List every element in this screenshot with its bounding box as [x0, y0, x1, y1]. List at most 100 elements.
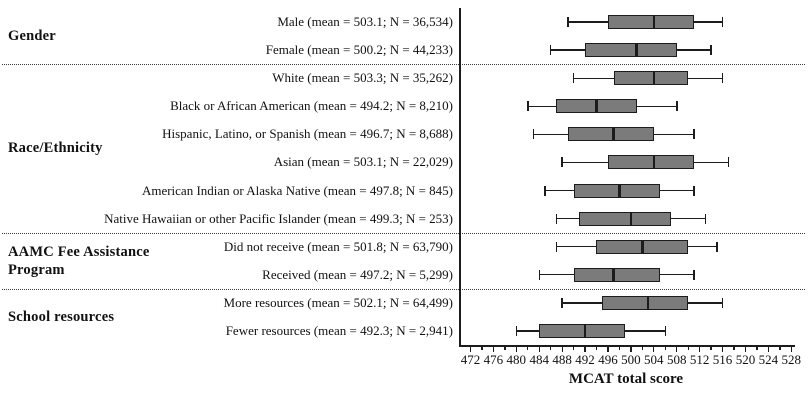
row-label: Black or African American (mean = 494.2;…	[170, 98, 453, 114]
x-tick-label: 488	[552, 352, 572, 368]
x-major-tick	[630, 346, 632, 352]
x-major-tick	[744, 346, 747, 352]
iqr-box	[607, 155, 694, 170]
x-minor-tick	[481, 346, 483, 350]
whisker-cap-low	[544, 185, 546, 196]
x-major-tick	[538, 346, 540, 352]
x-tick-label: 512	[689, 352, 710, 368]
row-label: American Indian or Alaska Native (mean =…	[141, 182, 453, 198]
row-label: More resources (mean = 502.1; N = 64,499…	[223, 294, 453, 310]
x-axis-title: MCAT total score	[568, 371, 684, 387]
x-tick-label: 504	[644, 352, 664, 368]
row-label: Received (mean = 497.2; N = 5,299)	[262, 266, 453, 282]
iqr-box	[573, 183, 660, 198]
median-line	[612, 267, 615, 282]
x-tick-label: 492	[575, 352, 595, 368]
x-tick-label: 484	[529, 352, 549, 368]
group-label: Race/Ethnicity	[8, 140, 103, 157]
median-line	[646, 295, 650, 310]
iqr-box	[567, 127, 654, 142]
iqr-box	[613, 71, 689, 86]
whisker-cap-low	[567, 17, 569, 28]
median-line	[652, 15, 656, 30]
x-tick-label: 520	[735, 352, 756, 368]
whisker-cap-low	[561, 297, 563, 308]
iqr-box	[579, 211, 671, 226]
whisker-cap-high	[710, 45, 712, 56]
row-label: Asian (mean = 503.1; N = 22,029)	[273, 154, 453, 170]
x-major-tick	[584, 346, 586, 352]
x-tick-label: 508	[666, 352, 687, 368]
median-line	[652, 71, 656, 86]
whisker-cap-low	[555, 213, 558, 224]
median-line	[641, 239, 644, 254]
x-minor-tick	[618, 346, 621, 350]
group-label: AAMC Fee Assistance Program	[8, 243, 150, 278]
median-line	[595, 99, 598, 114]
group-separator	[2, 288, 805, 290]
x-major-tick	[492, 346, 495, 352]
x-major-tick	[561, 346, 563, 352]
x-major-tick	[676, 346, 678, 352]
x-minor-tick	[550, 346, 552, 350]
median-line	[635, 43, 638, 58]
row-label: White (mean = 503.3; N = 35,262)	[272, 70, 453, 86]
row-label: Native Hawaiian or other Pacific Islande…	[104, 210, 453, 226]
whisker-cap-low	[561, 157, 563, 168]
whisker-cap-high	[693, 185, 695, 196]
row-label: Fewer resources (mean = 492.3; N = 2,941…	[225, 322, 453, 338]
x-major-tick	[653, 346, 655, 352]
x-minor-tick	[527, 346, 529, 350]
x-minor-tick	[779, 346, 781, 350]
x-minor-tick	[756, 346, 758, 350]
whisker-cap-high	[727, 157, 730, 168]
median-line	[612, 127, 615, 142]
whisker-cap-low	[549, 45, 552, 56]
x-tick-label: 472	[460, 352, 481, 368]
whisker-cap-high	[664, 325, 667, 336]
whisker-cap-high	[721, 297, 724, 308]
x-minor-tick	[664, 346, 666, 350]
whisker-cap-low	[538, 269, 540, 280]
whisker-cap-high	[676, 101, 678, 112]
whisker-cap-high	[693, 129, 695, 140]
row-label: Male (mean = 503.1; N = 36,534)	[277, 14, 453, 30]
x-tick-label: 480	[506, 352, 527, 368]
group-label: Gender	[8, 28, 56, 45]
whisker-cap-low	[532, 129, 535, 140]
x-axis-line	[459, 345, 795, 347]
group-label: School resources	[8, 308, 115, 325]
x-minor-tick	[687, 346, 689, 350]
median-line	[629, 211, 633, 226]
iqr-box	[539, 323, 626, 338]
x-major-tick	[469, 346, 472, 352]
x-tick-label: 528	[781, 352, 802, 368]
x-major-tick	[790, 346, 792, 352]
x-tick-label: 516	[712, 352, 733, 368]
row-label: Did not receive (mean = 501.8; N = 63,79…	[223, 238, 453, 254]
whisker-cap-high	[721, 73, 724, 84]
whisker-cap-high	[716, 241, 718, 252]
x-tick-label: 496	[598, 352, 618, 368]
x-minor-tick	[733, 346, 735, 350]
x-major-tick	[607, 346, 609, 352]
median-line	[583, 323, 587, 338]
iqr-box	[607, 15, 694, 30]
median-line	[652, 155, 656, 170]
x-major-tick	[699, 346, 701, 352]
x-minor-tick	[572, 346, 575, 350]
x-major-tick	[515, 346, 517, 352]
y-axis-line	[459, 8, 461, 347]
whisker-cap-high	[721, 17, 724, 28]
row-label: Female (mean = 500.2; N = 44,233)	[265, 42, 453, 58]
whisker-cap-low	[527, 101, 529, 112]
iqr-box	[602, 295, 689, 310]
iqr-box	[573, 267, 660, 282]
whisker-cap-high	[693, 269, 695, 280]
whisker-cap-low	[572, 73, 575, 84]
group-separator	[2, 232, 805, 234]
row-label: Hispanic, Latino, or Spanish (mean = 496…	[162, 126, 453, 142]
x-major-tick	[721, 346, 724, 352]
x-tick-label: 524	[758, 352, 779, 368]
